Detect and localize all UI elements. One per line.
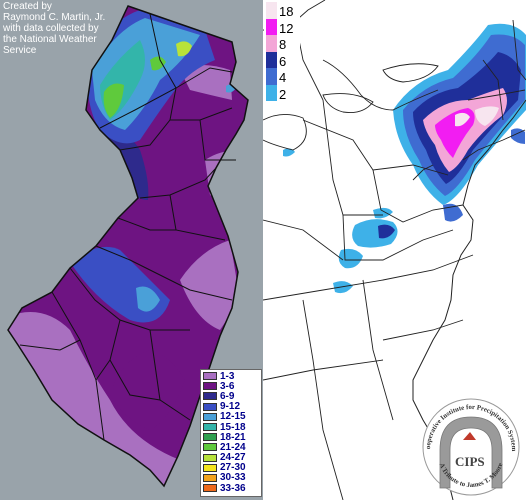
logo-circle <box>422 398 520 496</box>
nj-legend-item: 6-9 <box>203 390 259 402</box>
nj-legend-swatch <box>203 463 217 472</box>
us-snowfall-contours <box>283 23 526 294</box>
us-legend-label: 2 <box>279 86 287 102</box>
nj-legend-label: 21-24 <box>220 441 246 453</box>
nj-legend-label: 9-12 <box>220 401 241 413</box>
nj-legend-swatch <box>203 453 217 462</box>
nj-snowfall-map-panel: Created by Raymond C. Martin, Jr. with d… <box>0 0 263 500</box>
us-snowfall-map <box>263 0 526 500</box>
nj-legend-swatch <box>203 412 217 421</box>
nj-legend-item: 33-36 <box>203 482 259 494</box>
nj-legend-swatch <box>203 443 217 452</box>
nj-legend-swatch <box>203 392 217 401</box>
nj-legend-label: 3-6 <box>220 380 235 392</box>
us-legend-swatch <box>266 2 277 19</box>
us-legend-swatch <box>266 51 277 68</box>
nj-legend-item: 1-3 <box>203 370 259 382</box>
nj-snowfall-legend: 1-3 3-6 6-9 9-12 12-15 15-18 18-21 21-24 24-27 27… <box>200 369 262 497</box>
nj-legend-item: 15-18 <box>203 421 259 433</box>
cloud-triangle-icon <box>463 432 476 440</box>
nj-legend-item: 3-6 <box>203 380 259 392</box>
nj-legend-label: 27-30 <box>220 462 246 474</box>
nj-snowfall-map <box>7 5 249 487</box>
us-snowfall-map-panel <box>263 0 526 500</box>
us-legend-swatch <box>266 68 277 85</box>
cips-logo: Cooperative Institute for Precipitation … <box>418 392 524 498</box>
nj-legend-label: 30-33 <box>220 472 246 484</box>
nj-legend-swatch <box>203 402 217 411</box>
nj-legend-label: 33-36 <box>220 482 246 494</box>
nj-legend-item: 12-15 <box>203 411 259 423</box>
map-credit: Created by Raymond C. Martin, Jr. with d… <box>3 1 106 56</box>
lake-erie-outline <box>322 93 374 113</box>
nj-legend-label: 24-27 <box>220 452 246 464</box>
great-lakes-outline <box>263 114 307 151</box>
nj-legend-item: 9-12 <box>203 401 259 413</box>
cips-abbreviation: CIPS <box>455 454 485 469</box>
us-legend-swatch <box>266 35 277 52</box>
nj-legend-label: 6-9 <box>220 390 235 402</box>
nj-legend-label: 1-3 <box>220 370 235 382</box>
nj-legend-item: 24-27 <box>203 452 259 464</box>
nj-legend-label: 15-18 <box>220 421 246 433</box>
us-legend-label: 18 <box>279 4 294 19</box>
state-boundaries <box>263 0 526 500</box>
us-legend-swatch <box>266 18 277 35</box>
nj-legend-swatch <box>203 372 217 381</box>
us-legend-label: 6 <box>279 53 287 69</box>
lake-ontario-outline <box>382 63 439 83</box>
nj-legend-label: 12-15 <box>220 411 246 423</box>
nj-legend-swatch <box>203 484 217 493</box>
nj-legend-label: 18-21 <box>220 431 246 443</box>
nj-legend-swatch <box>203 382 217 391</box>
cips-logo-graphic: Cooperative Institute for Precipitation … <box>418 392 520 496</box>
us-legend-swatch <box>266 84 277 101</box>
nj-legend-item: 30-33 <box>203 472 259 484</box>
nj-legend-item: 18-21 <box>203 431 259 443</box>
nj-legend-item: 21-24 <box>203 441 259 453</box>
nj-legend-swatch <box>203 423 217 432</box>
county-boundaries <box>19 13 236 441</box>
us-legend-label: 12 <box>279 20 294 36</box>
us-snowfall-legend: 18 12 8 6 4 2 <box>264 2 300 106</box>
nj-legend-swatch <box>203 433 217 442</box>
us-legend-label: 8 <box>279 37 287 52</box>
nj-legend-swatch <box>203 473 217 482</box>
nj-legend-item: 27-30 <box>203 462 259 474</box>
us-legend-label: 4 <box>279 70 287 85</box>
arch-icon <box>439 416 503 489</box>
